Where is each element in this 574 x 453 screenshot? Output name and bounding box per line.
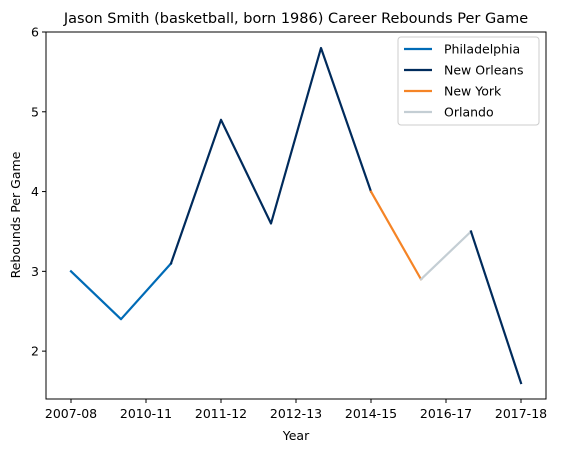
plot-area [69, 46, 523, 385]
x-axis-ticks: 2007-08 2010-11 2011-12 2012-13 2014-15 2016-… [45, 399, 547, 421]
series-line-orlando-3 [419, 229, 473, 281]
y-tick-label: 2 [31, 344, 39, 359]
x-tick-label: 2012-13 [270, 406, 322, 421]
x-tick-label: 2011-12 [195, 406, 247, 421]
chart-title: Jason Smith (basketball, born 1986) Care… [63, 11, 528, 27]
y-tick-label: 4 [31, 184, 39, 199]
x-tick-label: 2014-15 [345, 406, 397, 421]
legend-label-philadelphia: Philadelphia [444, 42, 520, 57]
x-tick-label: 2016-17 [420, 406, 472, 421]
series-line-new-york-2 [369, 190, 423, 281]
x-axis-label: Year [282, 428, 310, 443]
legend-box [397, 36, 540, 126]
x-tick-label: 2007-08 [45, 406, 97, 421]
legend-label-new-york: New York [444, 84, 502, 99]
y-tick-label: 3 [31, 264, 39, 279]
y-tick-label: 6 [31, 25, 39, 40]
series-line-segment-4 [469, 230, 523, 385]
series-line-new-orleans-1 [169, 46, 373, 265]
series-line-philadelphia-0 [69, 261, 173, 321]
y-tick-label: 5 [31, 104, 39, 119]
legend: Philadelphia New Orleans New York Orlando [397, 36, 540, 126]
x-tick-label: 2010-11 [120, 406, 172, 421]
y-axis-label: Rebounds Per Game [8, 151, 23, 278]
legend-label-orlando: Orlando [444, 105, 494, 120]
legend-label-new-orleans: New Orleans [444, 63, 523, 78]
x-tick-label: 2017-18 [495, 406, 547, 421]
y-axis-ticks: 2 3 4 5 6 [31, 25, 46, 359]
